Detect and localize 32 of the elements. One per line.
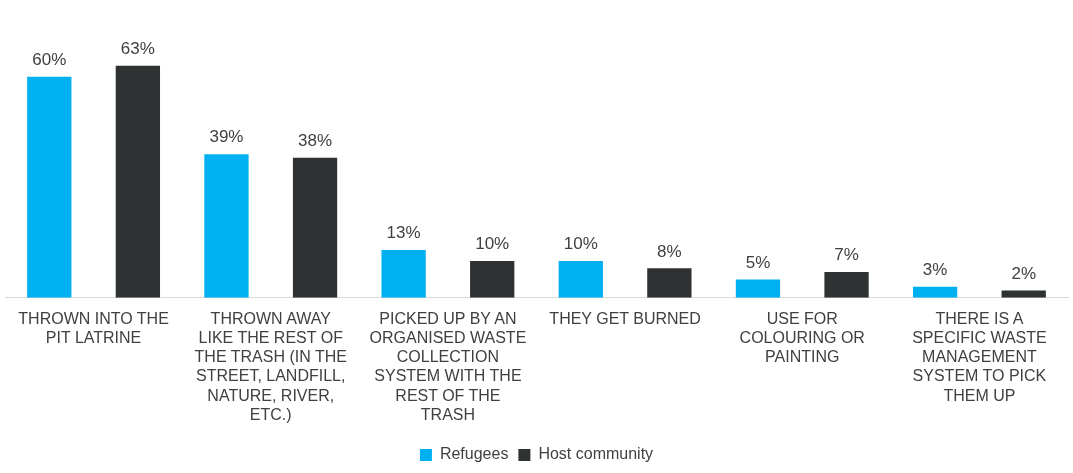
bar — [27, 76, 72, 298]
data-label: 2% — [1011, 263, 1036, 283]
data-label: 13% — [386, 223, 421, 243]
x-tick-label: THROWN INTO THE PIT LATRINE — [18, 309, 169, 347]
x-tick-label: PICKED UP BY AN ORGANISED WASTE COLLECTION SYSTEM WITH THE REST OF THE TRASH — [369, 309, 527, 423]
x-tick-label: THROWN AWAY LIKE THE REST OF THE TRASH (IN THE STREET, LANDFILL, NATURE, RIVER, ETC.) — [194, 309, 347, 423]
bar — [115, 65, 161, 298]
data-label: 10% — [563, 234, 598, 254]
x-tick-label: THEY GET BURNED — [549, 309, 701, 327]
data-label: 39% — [209, 127, 244, 147]
bar — [912, 286, 958, 298]
legend-label: Host community — [538, 445, 654, 463]
x-tick-label: USE FOR COLOURING OR PAINTING — [739, 309, 865, 366]
data-label: 3% — [922, 259, 948, 279]
data-label: 7% — [834, 245, 859, 265]
bar — [470, 260, 515, 298]
bar — [381, 249, 426, 298]
data-label: 63% — [120, 38, 155, 58]
data-label: 38% — [298, 131, 333, 151]
bar — [204, 154, 249, 298]
data-label: 5% — [745, 252, 771, 272]
data-label: 60% — [32, 50, 67, 70]
bar — [735, 279, 781, 298]
bar — [292, 157, 338, 298]
data-label: 10% — [475, 234, 510, 254]
bar — [647, 268, 692, 298]
bar — [824, 272, 869, 298]
x-tick-label: THERE IS A SPECIFIC WASTE MANAGEMENT SYSTEM TO PICK THEM UP — [912, 309, 1047, 404]
legend-label: Refugees — [439, 445, 509, 463]
data-label: 8% — [657, 241, 682, 261]
bar — [558, 260, 603, 298]
bar — [1001, 290, 1046, 298]
